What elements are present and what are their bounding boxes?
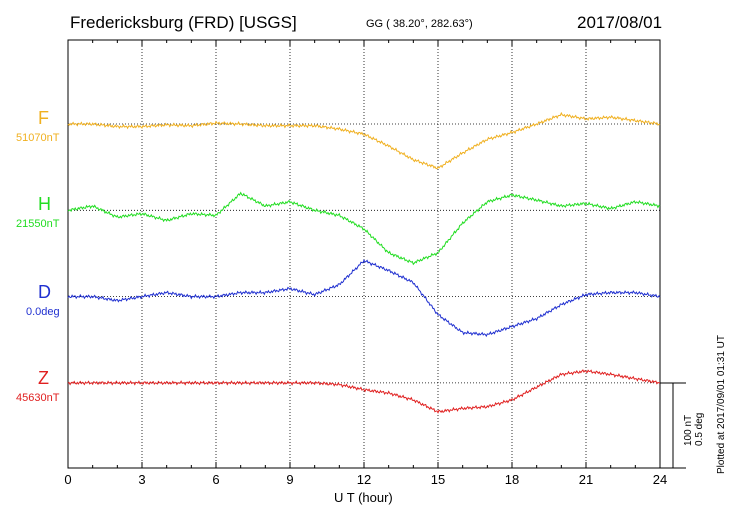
label-f: F <box>38 108 49 128</box>
scale-bar-nt: 100 nT <box>683 414 694 446</box>
plotted-at-note: Plotted at 2017/09/01 01:31 UT <box>716 335 727 474</box>
series-line-h <box>67 191 661 266</box>
scale-bar <box>660 382 686 469</box>
x-tick-label: 6 <box>212 472 220 487</box>
baseline-h: 21550nT <box>16 218 60 230</box>
scale-bar-deg: 0.5 deg <box>694 412 705 446</box>
series-line-z <box>67 369 660 414</box>
plot-date: 2017/08/01 <box>577 13 663 32</box>
x-tick-label: 24 <box>652 472 668 487</box>
series-line-f <box>67 111 661 170</box>
label-d: D <box>38 282 51 302</box>
data-series <box>67 111 661 414</box>
geographic-coords: GG ( 38.20°, 282.63°) <box>366 18 473 30</box>
station-title: Fredericksburg (FRD) [USGS] <box>70 13 297 32</box>
x-tick-label: 9 <box>286 472 294 487</box>
x-axis-label: U T (hour) <box>334 490 393 505</box>
x-tick-label: 0 <box>64 472 72 487</box>
x-tick-label: 15 <box>430 472 446 487</box>
label-h: H <box>38 194 51 214</box>
x-tick-label: 21 <box>578 472 594 487</box>
label-z: Z <box>38 368 49 388</box>
x-tick-label: 18 <box>504 472 520 487</box>
baseline-z: 45630nT <box>16 392 60 404</box>
x-ticks <box>67 40 661 468</box>
x-tick-label: 12 <box>356 472 372 487</box>
grid-lines <box>68 40 660 468</box>
baseline-d: 0.0deg <box>26 306 60 318</box>
baseline-f: 51070nT <box>16 132 60 144</box>
x-tick-label: 3 <box>138 472 146 487</box>
series-line-d <box>67 258 661 338</box>
